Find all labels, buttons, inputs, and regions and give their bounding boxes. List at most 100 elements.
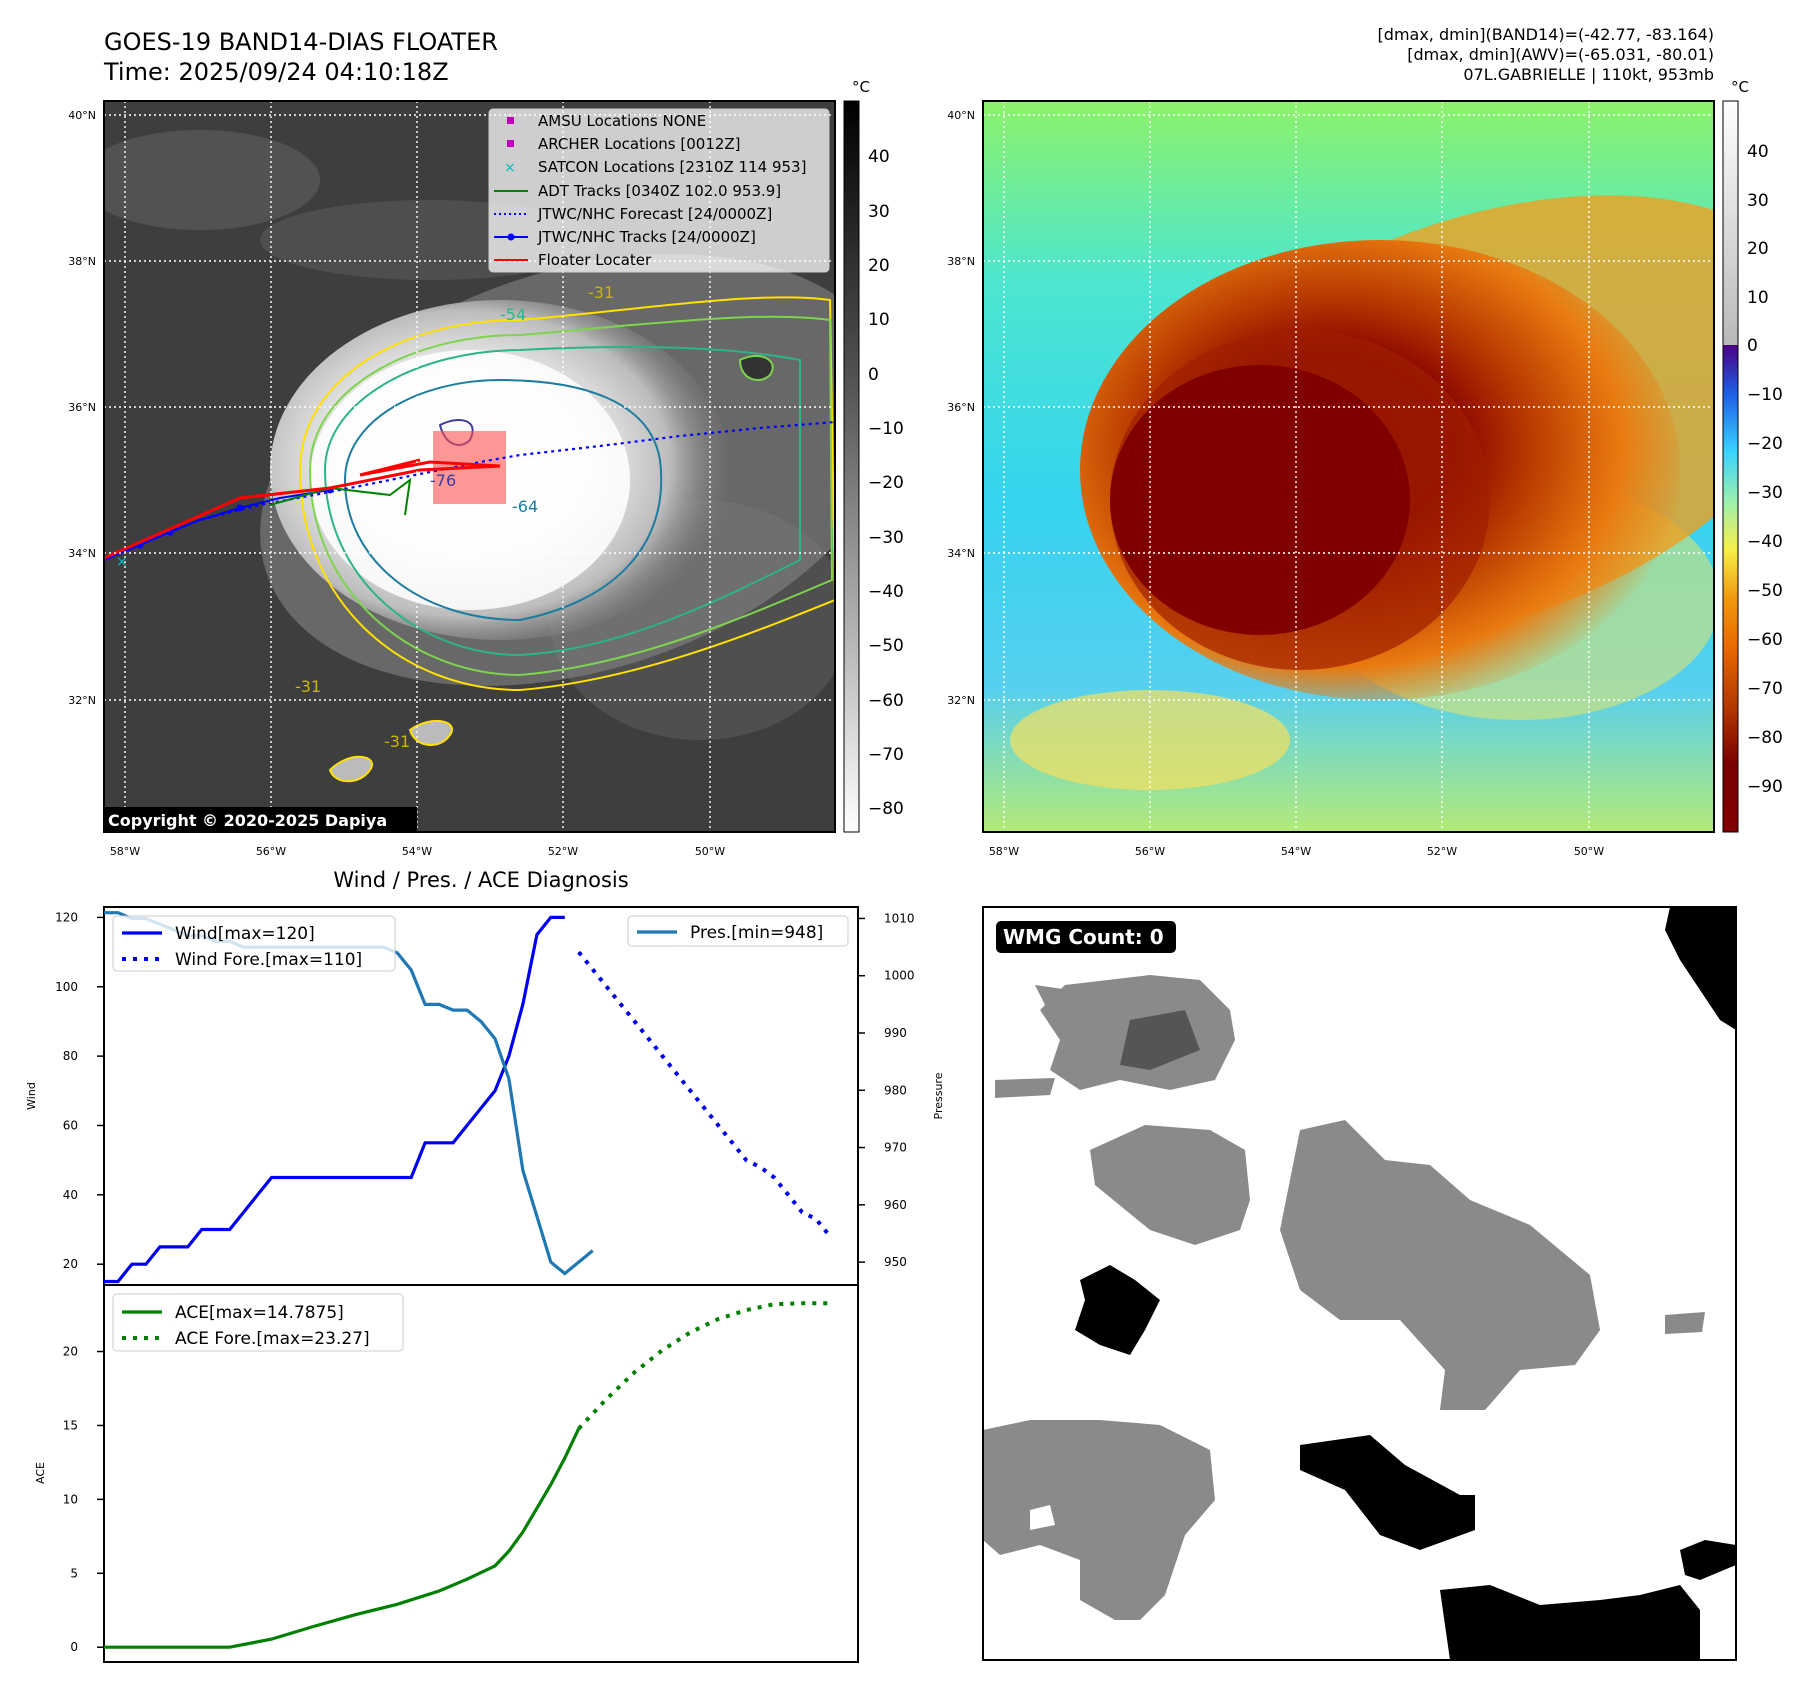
wmg-cloud-gray	[1090, 1125, 1250, 1245]
legend-pres: Pres.[min=948]	[690, 923, 823, 943]
colorbar-tick: −70	[868, 745, 904, 765]
lon-label: 56°W	[256, 845, 286, 858]
ace-tick: 5	[70, 1566, 78, 1580]
wmg-cloud-black	[1680, 1540, 1736, 1580]
contour-label: -31	[295, 677, 321, 696]
colorbar-tick: −30	[868, 528, 904, 548]
lon-label: 52°W	[1427, 845, 1457, 858]
colorbar-tick: 30	[1747, 191, 1769, 211]
colorbar-tick: 0	[868, 365, 879, 385]
wind-forecast-series-line	[577, 950, 832, 1238]
colorbar-ticks: 40 30 20 10 0 −10 −20 −30 −40 −50 −60 −7…	[868, 147, 904, 819]
wmg-panel: WMG Count: 0	[982, 906, 1737, 1661]
ace-frame	[103, 1284, 859, 1663]
colorbar-tick: −10	[1747, 385, 1783, 405]
colorbar-unit: °C	[852, 78, 870, 96]
wmg-cloud-gray	[1035, 985, 1070, 1015]
legend-amsu: AMSU Locations NONE	[538, 112, 706, 130]
wind-tick: 120	[55, 910, 78, 924]
wmg-cloud-dark	[1120, 1010, 1200, 1070]
awv-band-south	[1010, 690, 1290, 790]
colorbar-tick: 30	[868, 202, 890, 222]
legend-floater: Floater Locater	[538, 251, 652, 269]
wind-legend: Wind[max=120] Wind Fore.[max=110]	[112, 915, 396, 972]
amsu-marker	[507, 117, 514, 124]
legend-satcon: SATCON Locations [2310Z 114 953]	[538, 158, 806, 176]
wmg-count: WMG Count: 0	[1003, 925, 1164, 949]
wmg-cloud-black	[1075, 1265, 1160, 1355]
legend-wind: Wind[max=120]	[175, 924, 315, 944]
wind-tick: 60	[63, 1119, 78, 1133]
track-legend-point	[507, 233, 515, 241]
wmg-cloud-black	[1665, 907, 1736, 1030]
figure-time: Time: 2025/09/24 04:10:18Z	[103, 58, 449, 86]
awv-map-panel: 40°N 38°N 36°N 34°N 32°N 58°W 56°W 54°W …	[947, 100, 1715, 858]
wind-ticks: 120 100 80 60 40 20	[55, 910, 78, 1271]
colorbar-tick: −80	[1747, 728, 1783, 748]
diagnosis-title: Wind / Pres. / ACE Diagnosis	[333, 868, 628, 892]
ir-lon-labels: 58°W 56°W 54°W 52°W 50°W	[110, 845, 725, 858]
contour-label: -76	[430, 471, 456, 490]
wmg-count-box	[996, 921, 1176, 953]
wmg-cloud-black	[1440, 1585, 1700, 1660]
ace-series-line	[104, 1427, 581, 1649]
wmg-cloud-gray	[1280, 1120, 1600, 1410]
colorbar-tick: −20	[1747, 434, 1783, 454]
legend-ace-fore: ACE Fore.[max=23.27]	[175, 1329, 370, 1349]
ace-tick: 10	[63, 1492, 78, 1506]
ace-axis-label: ACE	[34, 1462, 47, 1484]
contour-40	[308, 315, 834, 677]
colorbar-tick: −50	[1747, 581, 1783, 601]
ir-lat-labels: 40°N 38°N 36°N 34°N 32°N	[68, 109, 96, 707]
colorbar-tick: −10	[868, 419, 904, 439]
storm-info: 07L.GABRIELLE | 110kt, 953mb	[1463, 65, 1714, 84]
colorbar-tick: 0	[1747, 336, 1758, 356]
legend-archer: ARCHER Locations [0012Z]	[538, 135, 741, 153]
contour-64	[343, 378, 663, 622]
lat-label: 36°N	[947, 401, 975, 414]
colorbar-tick: −60	[1747, 630, 1783, 650]
lat-label: 34°N	[68, 547, 96, 560]
colorbar-tick: −40	[868, 582, 904, 602]
pressure-tick: 960	[884, 1198, 907, 1212]
lon-label: 58°W	[989, 845, 1019, 858]
ir-map-frame	[103, 100, 836, 833]
colorbar-tick: −90	[1747, 777, 1783, 797]
lon-label: 50°W	[695, 845, 725, 858]
contour-31-blob	[408, 719, 453, 746]
colorbar-tick: −80	[868, 799, 904, 819]
legend-adt: ADT Tracks [0340Z 102.0 953.9]	[538, 182, 781, 200]
lat-label: 40°N	[68, 109, 96, 122]
pressure-tick: 990	[884, 1026, 907, 1040]
pressure-tick: 950	[884, 1255, 907, 1269]
wmg-frame	[982, 906, 1737, 1661]
cloud-wisp	[104, 130, 320, 230]
wind-tick: 80	[63, 1049, 78, 1063]
colorbar-tick: −20	[868, 473, 904, 493]
lat-label: 40°N	[947, 109, 975, 122]
dmax-band14: [dmax, dmin](BAND14)=(-42.77, -83.164)	[1378, 25, 1714, 44]
colorbar-unit: °C	[1731, 78, 1749, 96]
legend-wind-fore: Wind Fore.[max=110]	[175, 950, 362, 970]
satcon-marker: ×	[116, 554, 128, 570]
colorbar-tick: 10	[1747, 288, 1769, 308]
colorbar-tick: 10	[868, 310, 890, 330]
ir-colorbar: °C 40 30 20 10 0 −10 −20 −30 −40 −50 −60…	[843, 78, 904, 833]
awv-lat-labels: 40°N 38°N 36°N 34°N 32°N	[947, 109, 975, 707]
colorbar-tick: −60	[868, 691, 904, 711]
lon-label: 56°W	[1135, 845, 1165, 858]
colorbar-tick: −40	[1747, 532, 1783, 552]
awv-storm-core	[1110, 365, 1410, 635]
floater-locater-track	[104, 458, 501, 560]
archer-marker	[507, 140, 514, 147]
contour-54	[323, 346, 801, 657]
legend-forecast: JTWC/NHC Forecast [24/0000Z]	[537, 205, 772, 223]
wmg-cloud-gray	[983, 1420, 1215, 1620]
lat-label: 38°N	[68, 255, 96, 268]
ace-ticks: 20 15 10 5 0	[63, 1345, 78, 1655]
adt-track	[269, 477, 412, 516]
awv-lon-labels: 58°W 56°W 54°W 52°W 50°W	[989, 845, 1604, 858]
pressure-tick: 970	[884, 1141, 907, 1155]
colorbar-tick: 20	[868, 256, 890, 276]
